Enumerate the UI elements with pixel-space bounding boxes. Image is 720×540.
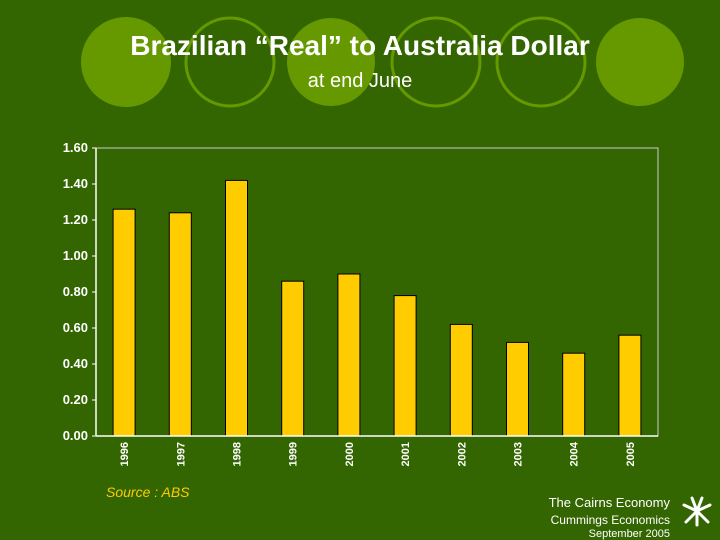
x-tick-label: 2000	[344, 442, 356, 466]
x-tick-label: 1998	[232, 442, 244, 466]
bar-1996	[112, 208, 136, 437]
y-tick-label: 1.60	[63, 140, 88, 155]
bar-2005	[618, 334, 642, 437]
page-title: Brazilian “Real” to Australia Dollar	[130, 30, 590, 61]
x-tick-label: 2005	[625, 442, 637, 466]
y-tick-label: 0.40	[63, 356, 88, 371]
y-tick-label: 1.20	[63, 212, 88, 227]
x-tick-label: 1997	[175, 442, 187, 466]
page-subtitle: at end June	[307, 70, 413, 92]
y-tick-label: 1.00	[63, 248, 88, 263]
y-tick-label: 0.00	[63, 428, 88, 443]
source-note: Source : ABS	[106, 484, 190, 500]
y-tick-label: 0.80	[63, 284, 88, 299]
deco-circle	[390, 16, 482, 108]
y-tick-label: 1.40	[63, 176, 88, 191]
deco-circle	[81, 17, 171, 107]
bar-chart: 0.00 0.20 0.40 0.60 0.80 1.00 1.20 1.40 1.60 199…	[63, 140, 659, 466]
footer-date: September 2005	[588, 528, 670, 540]
deco-circle	[495, 16, 587, 108]
y-tick-label: 0.20	[63, 392, 88, 407]
star-logo-icon	[682, 496, 712, 527]
bar-2004	[562, 352, 586, 437]
bar-1998	[225, 179, 248, 437]
bar-2002	[449, 323, 473, 437]
y-tick-label: 0.60	[63, 320, 88, 335]
deco-circle	[184, 16, 276, 108]
x-tick-label: 2002	[456, 442, 468, 466]
x-tick-label: 2004	[569, 441, 581, 466]
bar-1997	[168, 212, 192, 437]
footer-author: Cummings Economics	[550, 513, 670, 527]
footer-title: The Cairns Economy	[548, 495, 670, 510]
deco-circle	[596, 18, 684, 106]
bar-2001	[393, 295, 417, 437]
x-tick-label: 2003	[513, 442, 525, 466]
bar-1999	[281, 280, 305, 437]
bar-2003	[506, 341, 529, 437]
decorative-circles	[81, 16, 684, 108]
bar-2000	[337, 273, 361, 437]
x-tick-label: 2001	[400, 442, 412, 466]
x-tick-label: 1999	[288, 442, 300, 466]
x-tick-label: 1996	[119, 442, 131, 466]
deco-circle	[287, 18, 375, 106]
